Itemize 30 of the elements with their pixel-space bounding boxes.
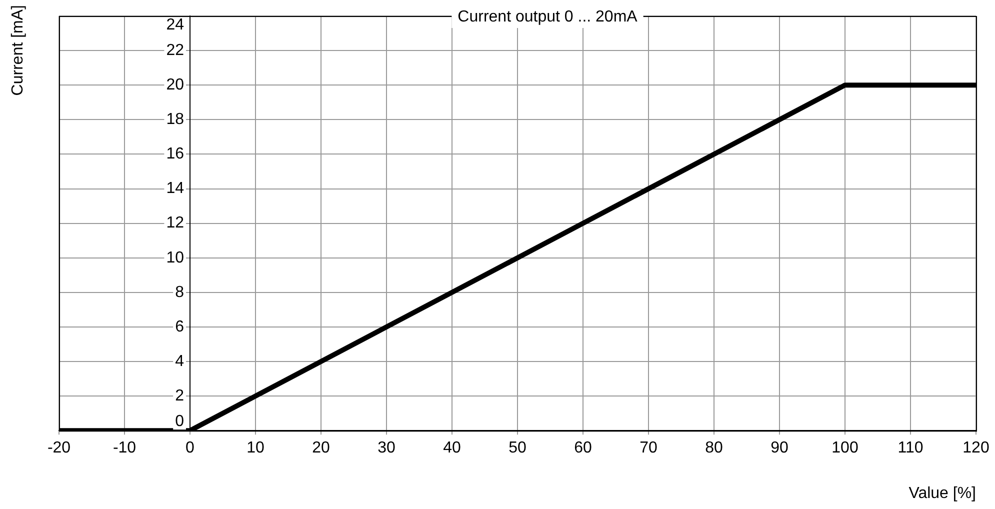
x-tick-label: -20 bbox=[47, 440, 71, 457]
y-tick-label: 14 bbox=[166, 180, 184, 198]
x-tick-label: -10 bbox=[112, 440, 136, 457]
x-tick-label: 120 bbox=[962, 440, 990, 457]
y-tick-label: 2 bbox=[175, 387, 184, 404]
y-tick-label: 24 bbox=[166, 16, 184, 34]
y-tick-label: 0 bbox=[175, 413, 184, 430]
y-tick-label: 20 bbox=[166, 76, 184, 94]
x-tick-label: 80 bbox=[705, 440, 723, 457]
x-tick-label: 60 bbox=[574, 440, 592, 457]
x-tick-label: 20 bbox=[312, 440, 330, 457]
y-tick-label: 4 bbox=[175, 352, 184, 370]
x-axis-title: Value [%] bbox=[908, 484, 976, 502]
y-tick-label: 22 bbox=[166, 42, 184, 59]
y-tick-label: 8 bbox=[175, 284, 184, 301]
chart-title: Current output 0 ... 20mA bbox=[458, 8, 638, 26]
x-tick-label: 100 bbox=[832, 440, 858, 457]
x-tick-label: 90 bbox=[770, 440, 788, 457]
y-tick-label: 12 bbox=[166, 214, 184, 232]
y-tick-label: 10 bbox=[166, 249, 184, 266]
x-tick-label: 70 bbox=[640, 440, 658, 457]
x-tick-label: 30 bbox=[378, 440, 396, 457]
x-tick-label: 10 bbox=[246, 440, 264, 457]
x-tick-label: 50 bbox=[508, 440, 526, 457]
x-tick-label: 110 bbox=[898, 440, 924, 457]
y-tick-label: 6 bbox=[175, 318, 184, 336]
y-axis-title: Current [mA] bbox=[9, 5, 26, 96]
y-tick-label: 16 bbox=[166, 146, 184, 163]
x-tick-label: 40 bbox=[443, 440, 461, 457]
y-tick-label: 18 bbox=[166, 111, 184, 128]
